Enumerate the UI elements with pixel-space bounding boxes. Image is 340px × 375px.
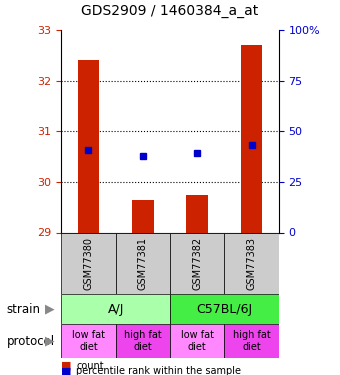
Bar bbox=[78, 60, 99, 232]
Text: percentile rank within the sample: percentile rank within the sample bbox=[76, 366, 241, 375]
Text: ■: ■ bbox=[61, 366, 72, 375]
Bar bbox=[61, 324, 116, 358]
Bar bbox=[170, 232, 224, 294]
Bar bbox=[61, 294, 170, 324]
Bar bbox=[116, 324, 170, 358]
Text: count: count bbox=[76, 361, 104, 370]
Text: high fat
diet: high fat diet bbox=[124, 330, 162, 352]
Text: GSM77380: GSM77380 bbox=[83, 237, 94, 290]
Bar bbox=[116, 232, 170, 294]
Text: ▶: ▶ bbox=[45, 303, 54, 316]
Text: GSM77381: GSM77381 bbox=[138, 237, 148, 290]
Text: C57BL/6J: C57BL/6J bbox=[196, 303, 253, 316]
Text: A/J: A/J bbox=[107, 303, 124, 316]
Bar bbox=[241, 45, 262, 232]
Text: ▶: ▶ bbox=[45, 335, 54, 348]
Text: GSM77383: GSM77383 bbox=[246, 237, 257, 290]
Bar bbox=[170, 294, 279, 324]
Bar bbox=[132, 200, 154, 232]
Text: low fat
diet: low fat diet bbox=[181, 330, 214, 352]
Text: ■: ■ bbox=[61, 361, 72, 370]
Text: GSM77382: GSM77382 bbox=[192, 237, 202, 290]
Bar bbox=[186, 195, 208, 232]
Bar bbox=[224, 324, 279, 358]
Text: GDS2909 / 1460384_a_at: GDS2909 / 1460384_a_at bbox=[81, 4, 259, 18]
Bar bbox=[61, 232, 116, 294]
Bar bbox=[170, 324, 224, 358]
Bar bbox=[224, 232, 279, 294]
Text: protocol: protocol bbox=[7, 335, 55, 348]
Text: strain: strain bbox=[7, 303, 41, 316]
Text: high fat
diet: high fat diet bbox=[233, 330, 271, 352]
Text: low fat
diet: low fat diet bbox=[72, 330, 105, 352]
